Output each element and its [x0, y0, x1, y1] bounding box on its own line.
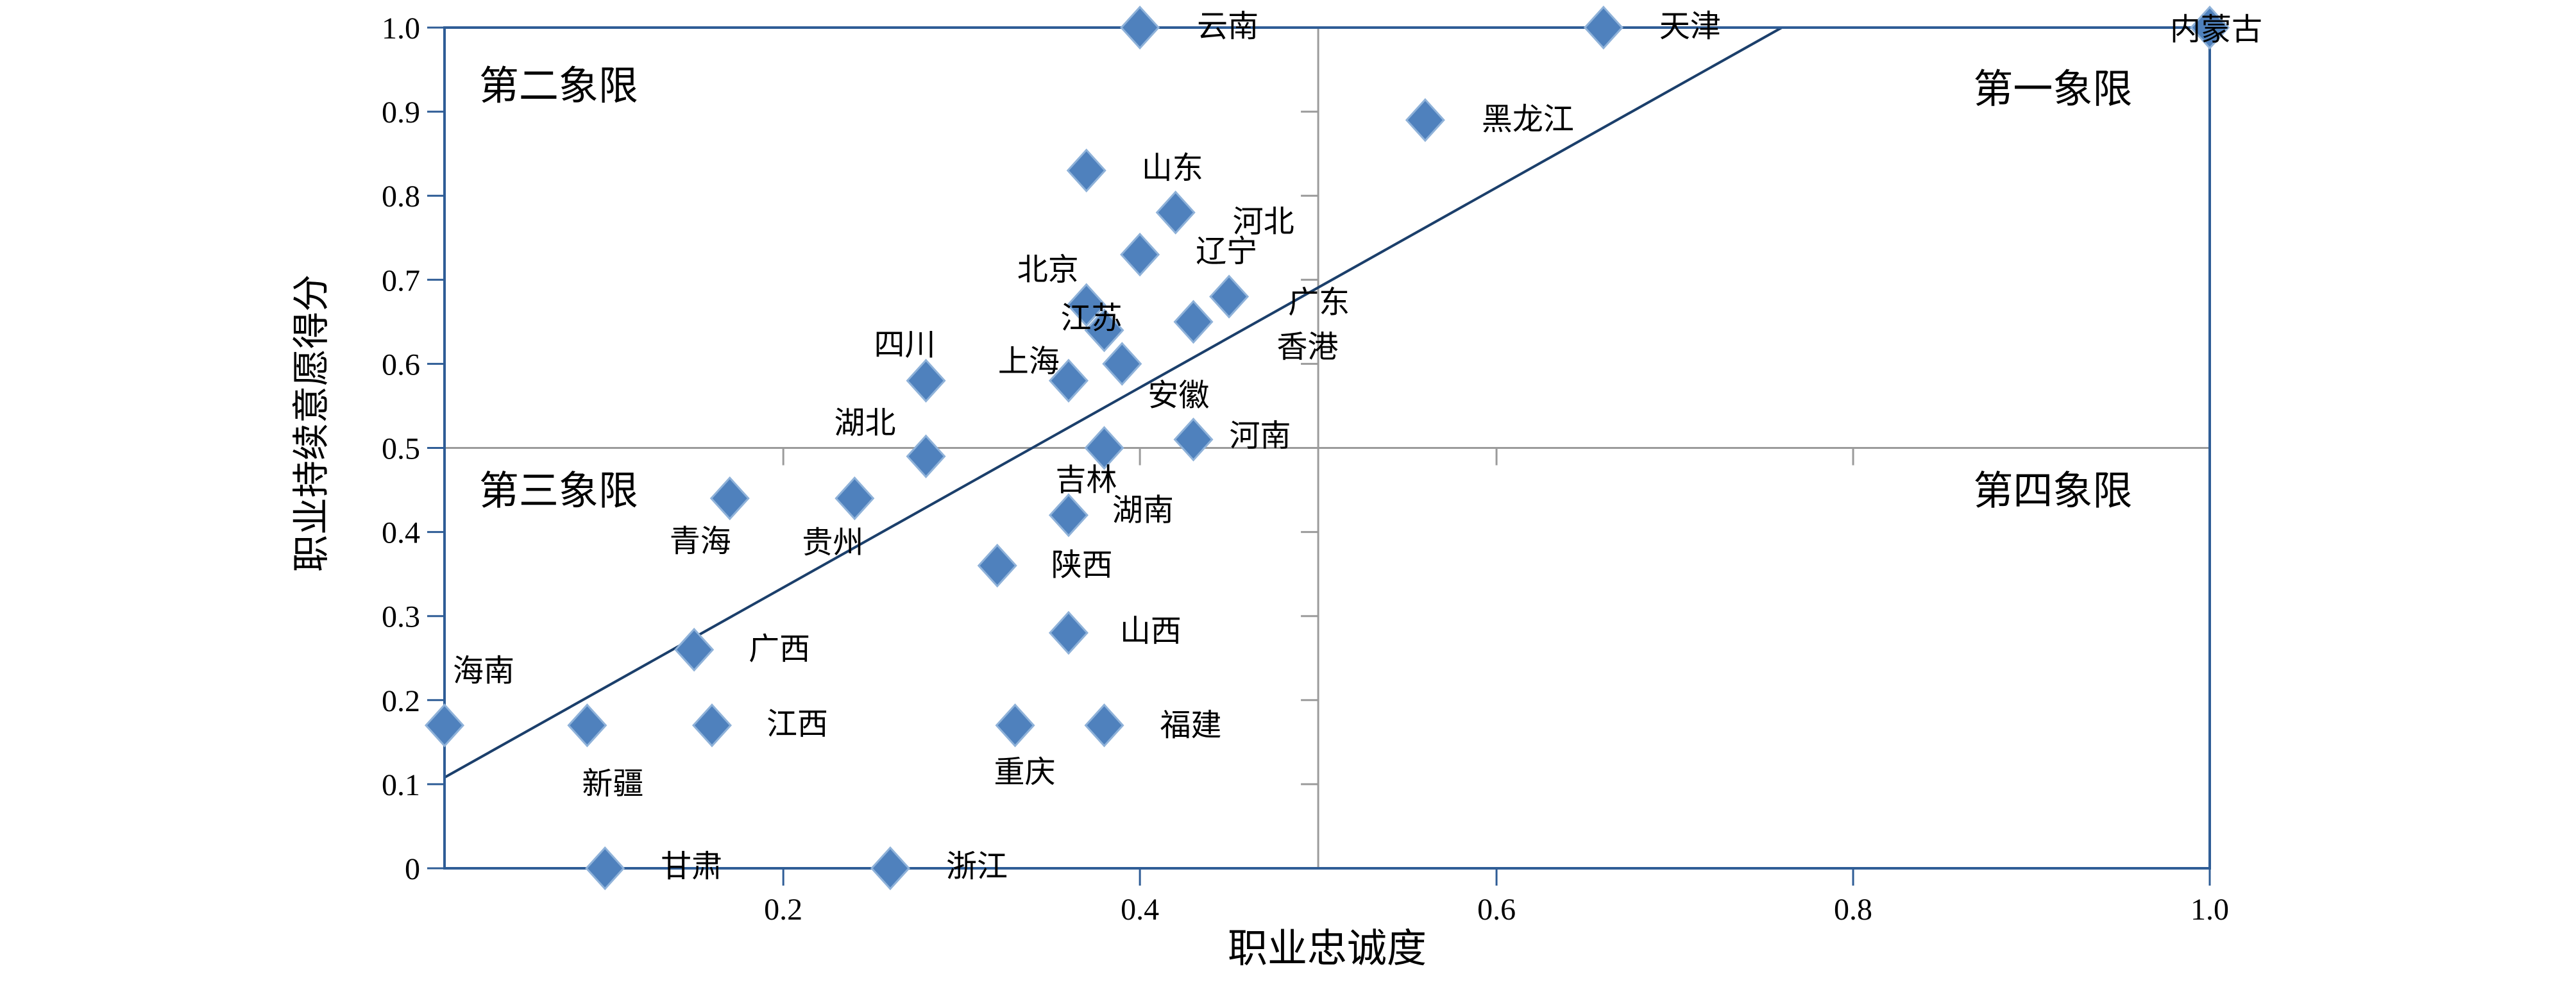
- data-point-label: 内蒙古: [2170, 13, 2262, 47]
- data-point-marker: [1209, 274, 1250, 319]
- data-point-label: 四川: [874, 328, 936, 362]
- data-point-marker: [1084, 426, 1124, 470]
- data-point-label: 吉林: [1056, 464, 1117, 498]
- data-point-marker: [1102, 342, 1142, 386]
- data-point-marker: [906, 358, 946, 403]
- data-point-marker: [691, 703, 732, 748]
- data-point-marker: [424, 703, 465, 748]
- data-point-label: 北京: [1017, 253, 1079, 287]
- x-tick-label: 1.0: [2190, 893, 2229, 927]
- y-tick-label: 0.7: [382, 264, 420, 298]
- data-point-marker: [1048, 358, 1089, 403]
- y-tick-label: 1.0: [382, 12, 420, 46]
- y-tick-label: 0: [405, 852, 420, 886]
- quadrant-label: 第四象限: [1973, 470, 2132, 514]
- data-point-marker: [2189, 5, 2230, 50]
- data-point-marker: [1066, 148, 1106, 193]
- data-point-marker: [1084, 703, 1124, 748]
- data-point-marker: [1405, 97, 1445, 142]
- data-point-marker: [995, 703, 1035, 748]
- data-point-label: 河南: [1230, 419, 1291, 453]
- data-point-marker: [1155, 190, 1196, 235]
- quadrant-label: 第二象限: [479, 65, 638, 108]
- data-point-label: 河北: [1233, 205, 1294, 239]
- data-point-label: 湖南: [1112, 493, 1174, 527]
- data-point-marker: [1048, 610, 1089, 655]
- y-tick-label: 0.6: [382, 348, 420, 382]
- data-point-marker: [1173, 299, 1214, 344]
- data-point-marker: [709, 476, 750, 521]
- data-point-label: 辽宁: [1196, 235, 1257, 269]
- data-point-label: 湖北: [835, 407, 896, 441]
- data-point-label: 上海: [998, 345, 1060, 379]
- y-tick-label: 0.9: [382, 96, 420, 130]
- data-point-label: 云南: [1197, 10, 1258, 44]
- data-point-marker: [1066, 283, 1106, 327]
- y-tick-label: 0.5: [382, 432, 420, 466]
- data-point-label: 福建: [1160, 709, 1222, 743]
- data-point-marker: [1583, 5, 1623, 50]
- data-point-label: 山西: [1120, 614, 1182, 648]
- data-point-label: 天津: [1659, 10, 1721, 44]
- data-point-label: 贵州: [802, 526, 863, 560]
- quadrant-label: 第一象限: [1973, 68, 2132, 112]
- data-point-marker: [1173, 417, 1214, 462]
- data-point-label: 甘肃: [661, 850, 722, 884]
- data-point-marker: [977, 543, 1017, 588]
- data-point-label: 新疆: [582, 767, 643, 801]
- data-point-label: 青海: [670, 525, 731, 559]
- x-tick-label: 0.8: [1834, 893, 1872, 927]
- x-tick-label: 0.6: [1477, 893, 1516, 927]
- x-tick-label: 0.4: [1121, 893, 1159, 927]
- trend-line: [444, 26, 1783, 779]
- data-point-marker: [835, 476, 875, 521]
- x-axis-title: 职业忠诚度: [1228, 927, 1427, 971]
- data-point-label: 广西: [749, 632, 810, 666]
- y-tick-label: 0.2: [382, 684, 420, 718]
- data-point-label: 江西: [767, 707, 828, 741]
- data-point-label: 江苏: [1061, 301, 1123, 335]
- y-tick-label: 0.3: [382, 600, 420, 634]
- x-tick-label: 0.2: [764, 893, 802, 927]
- data-point-label: 陕西: [1051, 548, 1113, 582]
- data-point-label: 海南: [453, 654, 514, 688]
- y-tick-label: 0.1: [382, 768, 420, 802]
- y-tick-label: 0.4: [382, 516, 420, 550]
- data-point-marker: [567, 703, 607, 748]
- data-point-label: 山东: [1142, 151, 1203, 185]
- data-point-label: 黑龙江: [1482, 103, 1574, 137]
- data-point-marker: [1120, 232, 1160, 277]
- data-point-marker: [870, 846, 910, 891]
- data-point-label: 广东: [1288, 286, 1350, 320]
- quadrant-label: 第三象限: [479, 470, 638, 514]
- data-point-label: 香港: [1277, 330, 1339, 364]
- data-point-label: 浙江: [946, 850, 1008, 884]
- y-axis-title: 职业持续意愿得分: [291, 274, 332, 572]
- data-point-marker: [1048, 493, 1089, 537]
- y-tick-label: 0.8: [382, 180, 420, 214]
- data-point-marker: [1084, 308, 1124, 353]
- data-point-marker: [906, 434, 946, 478]
- data-point-marker: [585, 846, 625, 891]
- data-point-label: 重庆: [994, 755, 1056, 789]
- data-point-marker: [674, 627, 715, 672]
- data-point-label: 安徽: [1148, 378, 1209, 412]
- data-point-marker: [1120, 5, 1160, 50]
